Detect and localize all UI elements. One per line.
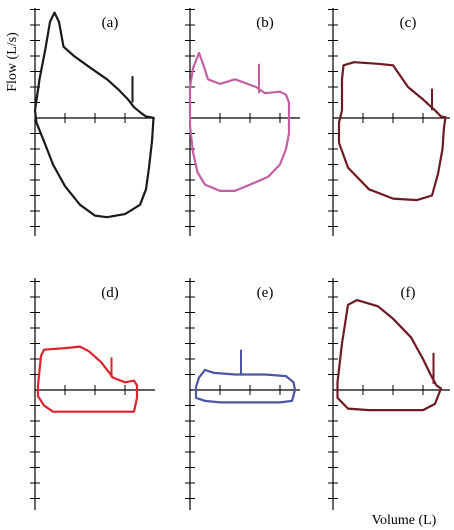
panel-5: (e) [185, 278, 300, 510]
flow-volume-loop [188, 51, 291, 192]
panel-3: (c) [328, 8, 450, 236]
flow-volume-loop [33, 11, 155, 219]
panel-label: (f) [401, 285, 416, 301]
panel-label: (d) [101, 285, 119, 301]
flow-volume-loop [194, 368, 297, 404]
panel-label: (c) [400, 15, 417, 31]
panel-4: (d) [30, 278, 155, 510]
panel-1: (a) [30, 8, 155, 236]
panel-label: (a) [102, 15, 119, 31]
flow-volume-loop [36, 345, 139, 413]
panels-group: (a) (b) (c) (d) (e) (f) [30, 8, 450, 510]
flow-volume-loop [337, 61, 447, 202]
panel-label: (e) [257, 285, 274, 301]
flow-volume-loop [336, 299, 443, 412]
panel-6: (f) [328, 278, 450, 510]
panel-label: (b) [256, 15, 274, 31]
x-axis-title: Volume (L) [372, 513, 437, 528]
panel-2: (b) [185, 8, 300, 236]
y-axis-title: Flow (L/s) [5, 32, 20, 92]
